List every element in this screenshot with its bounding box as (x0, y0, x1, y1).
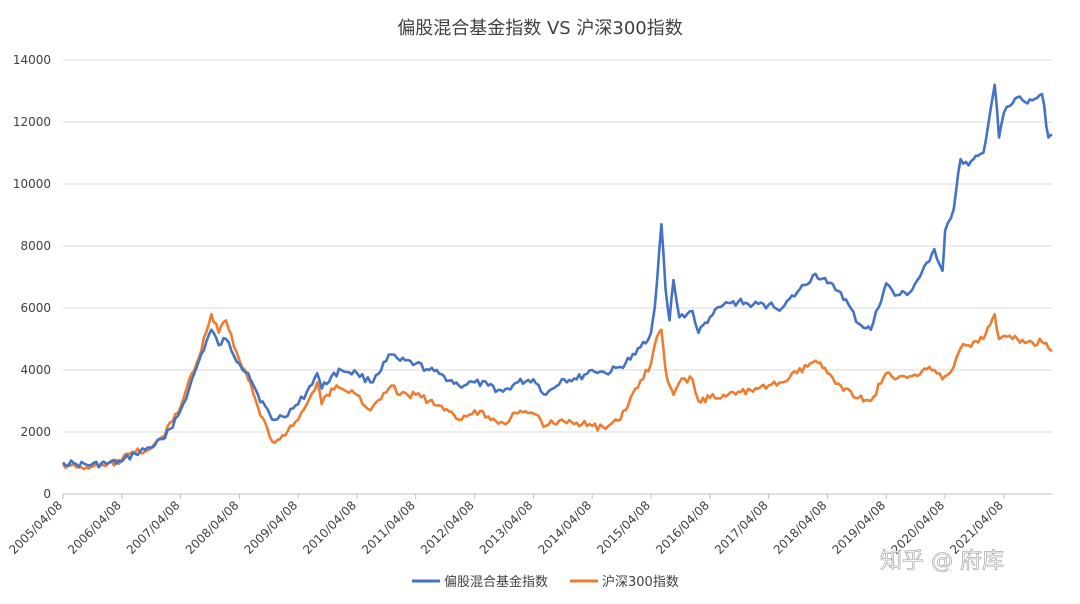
x-axis: 2005/04/08 2006/04/08 2007/04/08 2008/04/08… (6, 494, 1006, 557)
grid (63, 59, 1052, 495)
y-tick-label: 8000 (20, 239, 51, 253)
x-tick-label: 2010/04/08 (300, 498, 359, 557)
legend-label-1: 偏股混合基金指数 (444, 574, 548, 590)
x-tick-label: 2007/04/08 (124, 498, 183, 557)
x-tick-label: 2005/04/08 (6, 498, 65, 557)
chart-title: 偏股混合基金指数 VS 沪深300指数 (397, 18, 683, 39)
x-tick-label: 2009/04/08 (242, 498, 301, 557)
x-tick-label: 2015/04/08 (594, 498, 653, 557)
watermark-text: 知乎 @ 府库 (880, 549, 1004, 574)
x-tick-label: 2008/04/08 (183, 498, 242, 557)
watermark: 知乎 @ 府库 (880, 549, 1005, 575)
x-tick-label: 2013/04/08 (477, 498, 536, 557)
y-tick-label: 12000 (13, 115, 51, 129)
x-tick-label: 2018/04/08 (771, 498, 830, 557)
y-tick-label: 6000 (20, 301, 51, 315)
x-tick-label: 2016/04/08 (653, 498, 712, 557)
y-axis: 0 2000 4000 6000 8000 10000 12000 14000 (13, 53, 51, 501)
series-line-1 (62, 83, 1053, 469)
y-tick-label: 2000 (20, 425, 51, 439)
legend-label-2: 沪深300指数 (602, 574, 679, 590)
x-tick-label: 2017/04/08 (712, 498, 771, 557)
x-tick-label: 2006/04/08 (65, 498, 124, 557)
x-tick-label: 2011/04/08 (359, 498, 418, 557)
x-tick-label: 2014/04/08 (536, 498, 595, 557)
plot-area (61, 83, 1053, 471)
y-tick-label: 4000 (20, 363, 51, 377)
y-tick-label: 10000 (13, 177, 51, 191)
x-tick-label: 2012/04/08 (418, 498, 477, 557)
legend: 偏股混合基金指数 沪深300指数 (412, 574, 679, 590)
series-line-2 (61, 312, 1053, 471)
y-tick-label: 14000 (13, 53, 51, 67)
y-tick-label: 0 (43, 487, 51, 501)
